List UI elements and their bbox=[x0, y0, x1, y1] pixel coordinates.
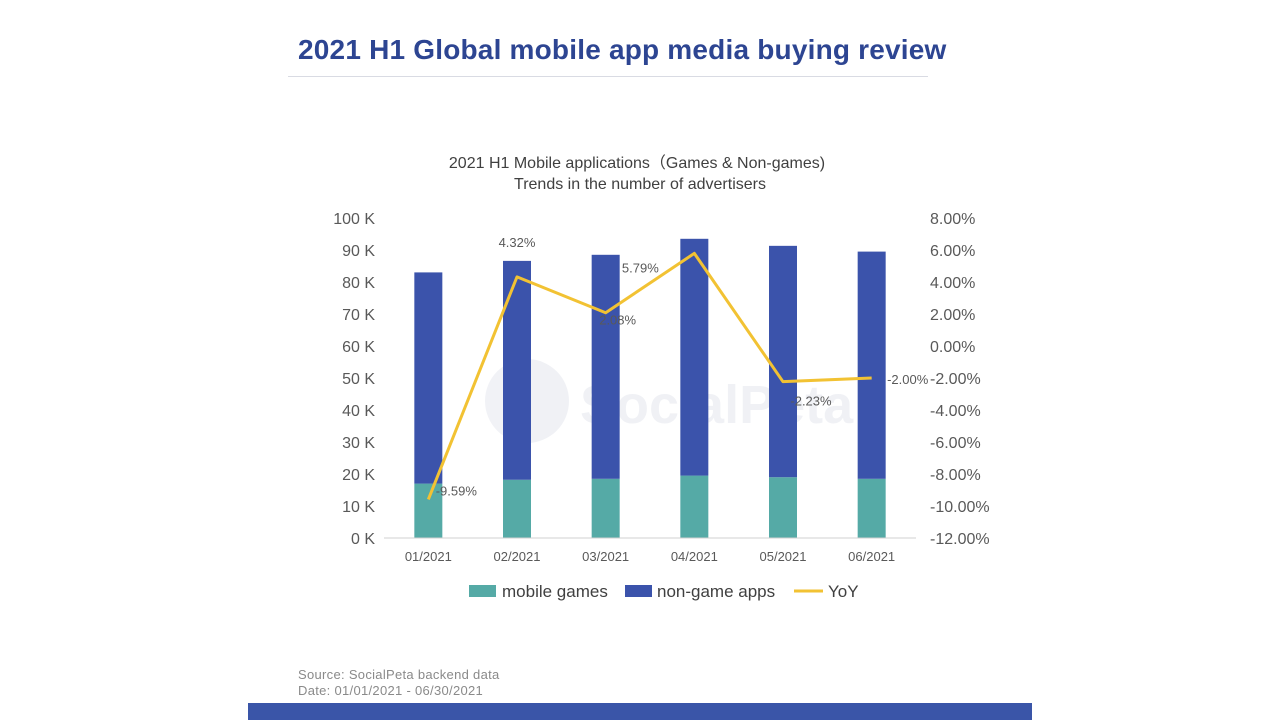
y-left-tick-label: 20 K bbox=[342, 467, 375, 484]
legend-swatch-mobile-games bbox=[469, 585, 496, 597]
legend-label-mobile-games: mobile games bbox=[502, 582, 608, 601]
y-left-tick-label: 90 K bbox=[342, 243, 375, 260]
yoy-data-label: -2.23% bbox=[790, 394, 832, 409]
x-tick-label: 06/2021 bbox=[848, 549, 895, 564]
bar-mobile-games bbox=[769, 477, 797, 538]
legend-swatch-non-game-apps bbox=[625, 585, 652, 597]
y-left-tick-label: 10 K bbox=[342, 499, 375, 516]
title-divider bbox=[288, 76, 928, 77]
y-right-tick-label: 0.00% bbox=[930, 339, 975, 356]
y-left-tick-label: 100 K bbox=[333, 211, 375, 228]
bar-non-game-apps bbox=[503, 260, 531, 480]
y-right-tick-label: -2.00% bbox=[930, 371, 981, 388]
yoy-data-label: 2.08% bbox=[599, 313, 636, 328]
y-left-tick-label: 30 K bbox=[342, 435, 375, 452]
y-right-tick-label: -6.00% bbox=[930, 435, 981, 452]
yoy-data-label: 5.79% bbox=[622, 260, 659, 275]
legend-label-yoy: YoY bbox=[828, 582, 859, 601]
source-note: Source: SocialPeta backend data bbox=[298, 667, 500, 682]
bar-mobile-games bbox=[857, 478, 886, 538]
y-right-tick-label: 6.00% bbox=[930, 243, 975, 260]
date-note: Date: 01/01/2021 - 06/30/2021 bbox=[298, 683, 484, 698]
y-right-tick-label: -8.00% bbox=[930, 467, 981, 484]
y-left-tick-label: 0 K bbox=[351, 531, 375, 548]
bar-mobile-games bbox=[414, 483, 443, 538]
y-right-tick-label: 2.00% bbox=[930, 307, 975, 324]
yoy-data-label: -2.00% bbox=[887, 372, 929, 387]
y-right-tick-label: -4.00% bbox=[930, 403, 981, 420]
yoy-data-label: -9.59% bbox=[436, 483, 478, 498]
bar-non-game-apps bbox=[591, 254, 620, 479]
y-left-tick-label: 50 K bbox=[342, 371, 375, 388]
chart-subtitle: Trends in the number of advertisers bbox=[514, 176, 766, 193]
bar-non-game-apps bbox=[414, 272, 443, 484]
x-tick-label: 05/2021 bbox=[760, 549, 807, 564]
chart-title: 2021 H1 Mobile applications（Games & Non-… bbox=[449, 154, 825, 172]
y-right-tick-label: -12.00% bbox=[930, 531, 990, 548]
y-left-tick-label: 80 K bbox=[342, 275, 375, 292]
y-right-tick-label: 8.00% bbox=[930, 211, 975, 228]
x-tick-label: 02/2021 bbox=[494, 549, 541, 564]
yoy-data-label: 4.32% bbox=[499, 235, 536, 250]
bar-non-game-apps bbox=[680, 238, 709, 476]
bar-non-game-apps bbox=[857, 251, 886, 479]
x-tick-label: 01/2021 bbox=[405, 549, 452, 564]
y-left-tick-label: 40 K bbox=[342, 403, 375, 420]
yoy-line bbox=[426, 251, 872, 500]
y-left-tick-label: 70 K bbox=[342, 307, 375, 324]
bottom-accent-bar bbox=[248, 703, 1032, 720]
x-tick-label: 03/2021 bbox=[582, 549, 629, 564]
bar-mobile-games bbox=[591, 478, 620, 538]
bar-mobile-games bbox=[503, 479, 531, 538]
y-left-tick-label: 60 K bbox=[342, 339, 375, 356]
y-right-tick-label: 4.00% bbox=[930, 275, 975, 292]
y-right-tick-label: -10.00% bbox=[930, 499, 990, 516]
bar-non-game-apps bbox=[769, 245, 797, 478]
legend-label-non-game-apps: non-game apps bbox=[657, 582, 775, 601]
x-tick-label: 04/2021 bbox=[671, 549, 718, 564]
watermark-text: SocialPeta bbox=[580, 375, 854, 435]
page-title: 2021 H1 Global mobile app media buying r… bbox=[298, 34, 947, 65]
slide: 2021 H1 Global mobile app media buying r… bbox=[248, 0, 1032, 720]
bar-mobile-games bbox=[680, 475, 709, 538]
